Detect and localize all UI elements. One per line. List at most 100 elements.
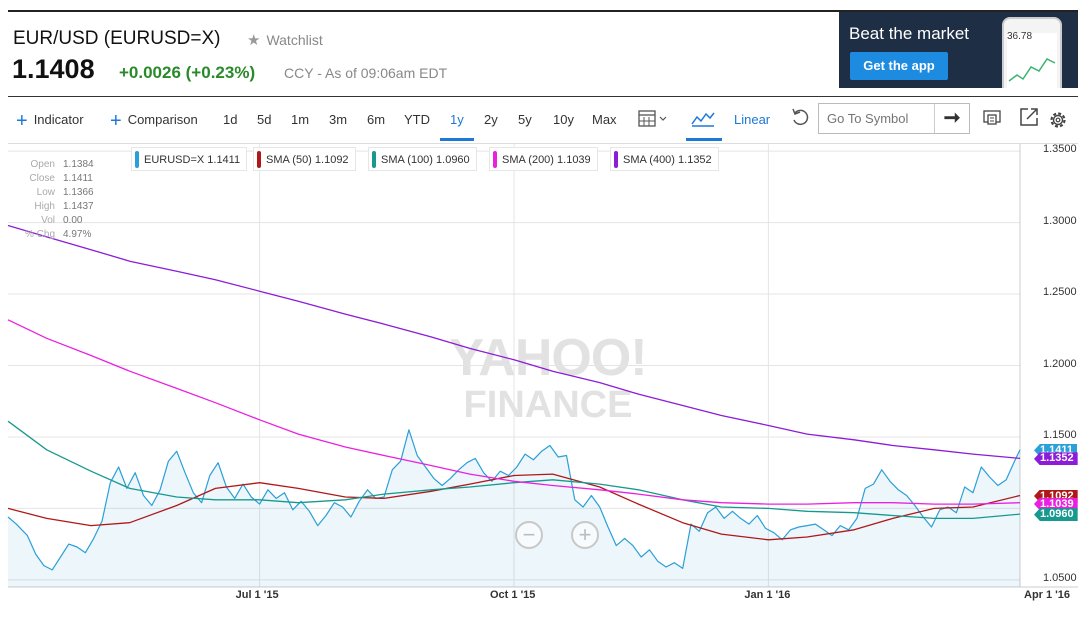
gear-icon (1050, 112, 1066, 128)
last-price: 1.1408 (12, 54, 95, 84)
series-area-eurusd-x (8, 429, 1020, 587)
print-icon (983, 110, 1001, 125)
ohlc-row: High 1.1437 (22, 200, 94, 214)
mountain-chart-icon (691, 112, 715, 127)
last-value-tag: 1.1352 (1034, 452, 1078, 466)
zoom-out-button[interactable]: − (515, 521, 543, 549)
y-tick-label: 1.2000 (1043, 357, 1077, 370)
legend-sma-400[interactable]: SMA (400) 1.1352 (610, 147, 719, 171)
period-1d[interactable]: 1d (223, 112, 238, 127)
legend-swatch (614, 151, 618, 168)
ohlc-value: 0.00 (63, 215, 83, 226)
ohlc-row: Close 1.1411 (22, 172, 94, 186)
app-ad-banner[interactable]: Beat the market Get the app 36.78 (839, 12, 1078, 88)
period-1y[interactable]: 1y (450, 112, 464, 127)
series-line-sma-50 (7, 473, 1021, 541)
phone-screen (1007, 33, 1057, 88)
reset-button[interactable] (790, 107, 810, 130)
minus-icon: − (522, 522, 536, 547)
series-line-sma-200 (7, 319, 1021, 505)
y-tick-label: 1.3000 (1043, 214, 1077, 227)
ohlc-value: 1.1384 (63, 159, 94, 170)
ohlc-row: % Chg 4.97% (22, 228, 94, 242)
legend-label: SMA (50) 1.1092 (266, 154, 349, 166)
legend-sma-200[interactable]: SMA (200) 1.1039 (489, 147, 598, 171)
period-10y[interactable]: 10y (553, 112, 574, 127)
header-rule (8, 10, 1078, 12)
ad-headline: Beat the market (849, 24, 970, 43)
settings-button[interactable] (1047, 109, 1069, 134)
as-of-text: CCY - As of 09:06am EDT (284, 65, 448, 81)
ohlc-readout: Open 1.1384 Close 1.1411 Low 1.1366 High 1.1437… (22, 158, 94, 242)
plus-icon: + (16, 110, 28, 132)
print-button[interactable] (981, 108, 1003, 131)
last-value-tag: 1.1039 (1034, 497, 1078, 511)
scale-linear-button[interactable]: Linear (734, 112, 771, 127)
undo-icon (792, 108, 809, 126)
x-tick-label: Jan 1 '16 (744, 589, 791, 601)
period-max[interactable]: Max (592, 112, 617, 127)
comparison-label: Comparison (127, 112, 198, 127)
external-link-icon (1020, 108, 1038, 126)
period-6m[interactable]: 6m (367, 112, 386, 127)
get-app-button[interactable]: Get the app (850, 52, 948, 80)
symbol-title: EUR/USD (EURUSD=X) (13, 28, 221, 49)
ohlc-row: Open 1.1384 (22, 158, 94, 172)
series-line-eurusd-x (7, 429, 1021, 571)
price-change: +0.0026 (+0.23%) (119, 63, 256, 82)
zoom-in-button[interactable]: + (571, 521, 599, 549)
watchlist-button[interactable]: ★ Watchlist (247, 31, 323, 49)
watchlist-label: Watchlist (266, 32, 323, 48)
ohlc-label: % Chg (24, 229, 55, 240)
phone-image: 36.78 (1002, 17, 1062, 88)
go-arrow-button[interactable]: ➞ (934, 104, 969, 133)
x-tick-label: Oct 1 '15 (490, 589, 536, 601)
period-ytd[interactable]: YTD (404, 112, 430, 127)
period-5d[interactable]: 5d (257, 112, 272, 127)
comparison-button[interactable]: + Comparison (110, 111, 198, 131)
ohlc-row: Vol 0.00 (22, 214, 94, 228)
active-period-indicator (440, 138, 474, 141)
last-value-tag: 1.0960 (1034, 508, 1078, 522)
legend-swatch (257, 151, 261, 168)
period-1m[interactable]: 1m (291, 112, 310, 127)
chart-top-border (8, 143, 1078, 144)
date-range-button[interactable] (637, 108, 669, 131)
symbol-search: ➞ (818, 103, 970, 134)
period-3m[interactable]: 3m (329, 112, 348, 127)
period-5y[interactable]: 5y (518, 112, 532, 127)
ohlc-label: High (34, 201, 55, 212)
yahoo-finance-watermark: YAHOO! FINANCE (449, 329, 647, 426)
legend-sma-100[interactable]: SMA (100) 1.0960 (368, 147, 477, 171)
period-2y[interactable]: 2y (484, 112, 498, 127)
legend-label: SMA (200) 1.1039 (502, 154, 591, 166)
chart-type-button[interactable] (691, 108, 715, 131)
series-line-sma-100 (7, 420, 1021, 520)
ohlc-label: Low (36, 187, 55, 198)
ohlc-value: 4.97% (63, 229, 92, 240)
y-tick-label: 1.0500 (1043, 571, 1077, 584)
legend-swatch (372, 151, 376, 168)
star-icon: ★ (247, 32, 261, 49)
chart-toolbar: + Indicator + Comparison 1d 5d 1m 3m 6m YT… (0, 100, 1087, 141)
legend-label: SMA (100) 1.0960 (381, 154, 470, 166)
ohlc-label: Close (29, 173, 55, 184)
y-tick-label: 1.1500 (1043, 428, 1077, 441)
indicator-button[interactable]: + Indicator (16, 111, 84, 131)
ohlc-row: Low 1.1366 (22, 186, 94, 200)
ohlc-label: Vol (41, 215, 55, 226)
calendar-icon (638, 110, 667, 127)
symbol-input[interactable] (819, 104, 951, 133)
legend-sma-50[interactable]: SMA (50) 1.1092 (253, 147, 356, 171)
active-chart-type-indicator (686, 138, 722, 141)
legend-eurusd[interactable]: EURUSD=X 1.1411 (131, 147, 248, 171)
plus-icon: + (110, 110, 122, 132)
x-tick-label: Jul 1 '15 (235, 589, 279, 601)
ohlc-value: 1.1437 (63, 201, 94, 212)
y-tick-label: 1.2500 (1043, 286, 1077, 299)
popout-button[interactable] (1018, 106, 1040, 131)
legend-swatch (135, 151, 139, 168)
ohlc-label: Open (30, 159, 55, 170)
indicator-label: Indicator (33, 112, 84, 127)
